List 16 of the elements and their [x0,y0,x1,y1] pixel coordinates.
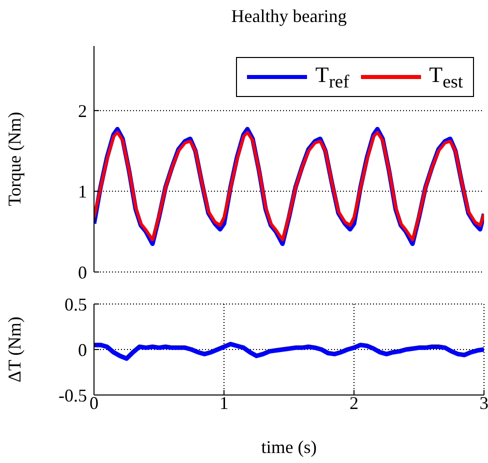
x-tick-label: 1 [220,392,228,413]
y-tick-label: 0 [78,262,87,282]
chart-title: Healthy bearing [231,6,347,26]
y-tick-label: -0.5 [58,385,87,406]
legend-label: T$_{est}$ [429,62,463,92]
line-series [94,342,484,361]
y-tick-label: 0.5 [64,294,87,314]
x-tick-label: 2 [350,392,358,413]
y-tick-label: 2 [78,100,87,121]
legend-label: T$_{ref}$ [315,62,350,92]
y-tick-label: 0 [78,340,87,360]
y-axis-title: ΔT (Nm) [4,316,24,382]
x-axis-title: time (s) [261,437,317,457]
y-axis-title: Torque (Nm) [4,112,24,206]
y-tick-label: 1 [78,182,87,202]
x-tick-label: 3 [480,392,488,413]
